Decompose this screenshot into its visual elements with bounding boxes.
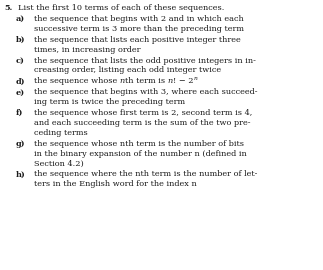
Text: th term is: th term is [125, 77, 168, 85]
Text: e): e) [16, 88, 25, 96]
Text: the sequence that lists each positive integer three: the sequence that lists each positive in… [34, 36, 241, 44]
Text: and each succeeding term is the sum of the two pre-: and each succeeding term is the sum of t… [34, 119, 251, 127]
Text: the sequence whose: the sequence whose [34, 77, 120, 85]
Text: g): g) [16, 140, 26, 148]
Text: ing term is twice the preceding term: ing term is twice the preceding term [34, 98, 185, 106]
Text: creasing order, listing each odd integer twice: creasing order, listing each odd integer… [34, 66, 221, 75]
Text: c): c) [16, 57, 25, 65]
Text: a): a) [16, 15, 25, 23]
Text: in the binary expansion of the number n (defined in: in the binary expansion of the number n … [34, 150, 247, 158]
Text: ! − 2: ! − 2 [173, 77, 193, 85]
Text: the sequence whose nth term is the number of bits: the sequence whose nth term is the numbe… [34, 140, 244, 148]
Text: 5.: 5. [4, 4, 12, 12]
Text: n: n [120, 77, 125, 85]
Text: Section 4.2): Section 4.2) [34, 159, 84, 167]
Text: ters in the English word for the index n: ters in the English word for the index n [34, 180, 197, 188]
Text: the sequence that begins with 3, where each succeed-: the sequence that begins with 3, where e… [34, 88, 257, 96]
Text: d): d) [16, 77, 26, 85]
Text: times, in increasing order: times, in increasing order [34, 46, 141, 54]
Text: the sequence where the nth term is the number of let-: the sequence where the nth term is the n… [34, 170, 257, 178]
Text: n: n [168, 77, 173, 85]
Text: ceding terms: ceding terms [34, 129, 88, 137]
Text: successive term is 3 more than the preceding term: successive term is 3 more than the prece… [34, 25, 244, 33]
Text: h): h) [16, 170, 26, 178]
Text: the sequence that begins with 2 and in which each: the sequence that begins with 2 and in w… [34, 15, 244, 23]
Text: b): b) [16, 36, 26, 44]
Text: n: n [193, 76, 197, 81]
Text: f): f) [16, 109, 23, 117]
Text: the sequence that lists the odd positive integers in in-: the sequence that lists the odd positive… [34, 57, 256, 65]
Text: the sequence whose first term is 2, second term is 4,: the sequence whose first term is 2, seco… [34, 109, 252, 117]
Text: List the first 10 terms of each of these sequences.: List the first 10 terms of each of these… [18, 4, 224, 12]
